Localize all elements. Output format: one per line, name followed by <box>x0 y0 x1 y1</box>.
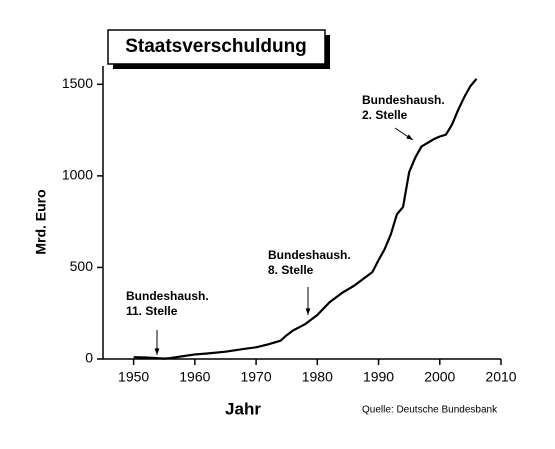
annotation-text: 2. Stelle <box>362 108 408 122</box>
title-box <box>107 29 326 65</box>
x-tick-label: 2010 <box>485 369 516 385</box>
y-tick-label: 500 <box>70 258 94 274</box>
x-tick-label: 1990 <box>363 369 394 385</box>
x-tick-label: 1970 <box>240 369 271 385</box>
x-tick-label: 2000 <box>424 369 455 385</box>
annotation-text: Bundeshaush. <box>126 289 209 303</box>
x-axis-label: Jahr <box>225 399 261 418</box>
y-tick-label: 0 <box>85 350 93 366</box>
x-tick-label: 1950 <box>118 369 149 385</box>
annotation-text: Bundeshaush. <box>268 248 351 262</box>
y-tick-label: 1500 <box>62 75 93 91</box>
annotation-text: 8. Stelle <box>268 263 314 277</box>
annotation-text: 11. Stelle <box>126 304 178 318</box>
annotation-arrowhead <box>154 348 160 355</box>
x-tick-label: 1980 <box>302 369 333 385</box>
y-axis-label: Mrd. Euro <box>33 189 49 254</box>
x-tick-label: 1960 <box>179 369 210 385</box>
annotation-arrowhead <box>305 308 311 315</box>
data-line <box>133 78 478 360</box>
source: Quelle: Deutsche Bundesbank <box>362 405 498 416</box>
y-tick-label: 1000 <box>62 167 93 183</box>
chart-title: Staatsverschuldung <box>125 36 307 57</box>
annotation-text: Bundeshaush. <box>362 93 445 107</box>
annotation-arrowhead <box>406 134 413 140</box>
